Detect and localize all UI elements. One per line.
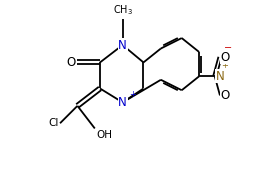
- Text: O: O: [221, 89, 230, 102]
- Text: N: N: [118, 96, 127, 109]
- Text: O: O: [221, 51, 230, 64]
- Text: Cl: Cl: [48, 118, 58, 128]
- Text: N: N: [216, 70, 224, 83]
- Text: +: +: [129, 90, 136, 99]
- Text: CH$_3$: CH$_3$: [113, 3, 133, 17]
- Text: O: O: [66, 56, 76, 69]
- Text: −: −: [224, 43, 232, 54]
- Text: +: +: [221, 61, 228, 70]
- Text: OH: OH: [97, 130, 113, 140]
- Text: N: N: [118, 39, 127, 52]
